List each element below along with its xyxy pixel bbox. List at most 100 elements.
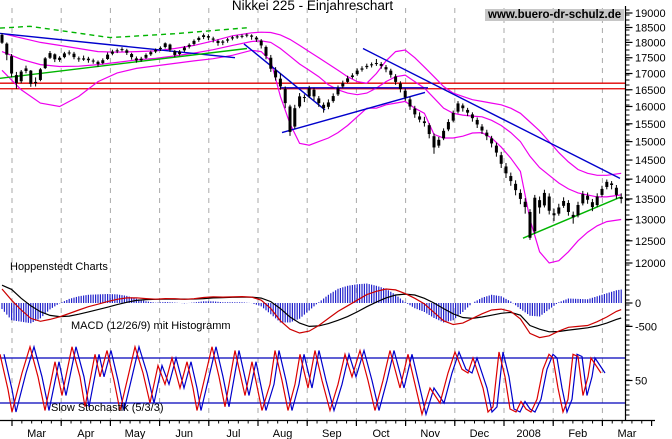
candle-body	[446, 122, 450, 130]
candle-body	[235, 36, 239, 38]
candle-body	[432, 136, 436, 148]
candle-body	[211, 38, 215, 40]
y-axis-tick-label: 18500	[635, 23, 666, 35]
candle-body	[96, 61, 100, 64]
candle-body	[547, 196, 551, 211]
candle-body	[451, 112, 455, 121]
candle-body	[576, 205, 580, 216]
candle-body	[413, 108, 417, 115]
bollinger-lower-band	[1, 49, 622, 264]
candle-body	[91, 60, 95, 62]
candle-body	[250, 35, 254, 37]
candle-body	[182, 47, 186, 51]
candle-body	[254, 37, 258, 40]
month-label: Apr	[77, 428, 94, 439]
candle-body	[19, 71, 23, 82]
y-axis-tick-label: 17000	[635, 69, 666, 81]
candle-body	[226, 39, 230, 41]
candle-body	[523, 201, 527, 208]
stoch-panel-label: Slow Stochastik (5/3/3)	[51, 402, 164, 414]
y-axis-tick-label: 0	[635, 298, 641, 310]
candle-body	[120, 49, 124, 51]
month-label: Feb	[568, 428, 587, 439]
candle-body	[466, 109, 470, 113]
candle-body	[149, 52, 153, 55]
y-axis-tick-label: 12500	[635, 236, 666, 248]
candle-body	[106, 54, 110, 59]
candle-body	[58, 57, 62, 60]
month-label: Dec	[470, 428, 490, 439]
month-label: Aug	[273, 428, 293, 439]
candle-body	[86, 58, 90, 61]
macd-signal-line	[1, 284, 622, 333]
candle-body	[187, 44, 191, 47]
candle-body	[374, 63, 378, 65]
candle-body	[557, 207, 561, 214]
candle-body	[571, 214, 575, 218]
candle-body	[494, 145, 498, 153]
candle-body	[178, 51, 182, 55]
candle-body	[110, 51, 114, 54]
candle-body	[398, 83, 402, 90]
candle-body	[10, 56, 14, 74]
candle-body	[77, 58, 81, 60]
macd-line	[1, 288, 622, 339]
candle-body	[283, 89, 287, 104]
candle-body	[518, 192, 522, 199]
candle-body	[274, 70, 278, 78]
trendline-uptrend-aug-oct	[281, 91, 426, 134]
candle-body	[619, 196, 623, 199]
candle-body	[245, 34, 249, 36]
candle-body	[168, 44, 172, 50]
trendline-downtrend-jul-aug	[243, 43, 326, 111]
candle-body	[0, 34, 4, 43]
candle-body	[461, 105, 465, 109]
candle-body	[456, 103, 460, 112]
candle-body	[475, 119, 479, 125]
month-label: Mar	[27, 428, 46, 439]
candle-body	[326, 102, 330, 107]
month-label: Nov	[420, 428, 440, 439]
y-axis-tick-label: 13500	[635, 194, 666, 206]
candle-body	[38, 69, 42, 80]
candle-body	[67, 52, 71, 54]
month-label: Jun	[175, 428, 193, 439]
candle-body	[62, 53, 66, 58]
candle-body	[24, 68, 28, 71]
candle-body	[125, 50, 129, 53]
candle-body	[418, 116, 422, 120]
candle-body	[278, 78, 282, 87]
candle-body	[216, 40, 220, 44]
candle-body	[312, 89, 316, 97]
candle-body	[408, 99, 412, 107]
candle-body	[5, 43, 9, 55]
candle-body	[542, 192, 546, 206]
trendline-downtrend-feb-jun	[0, 32, 236, 59]
month-label: Jul	[226, 428, 240, 439]
candle-body	[586, 195, 590, 200]
candle-body	[317, 98, 321, 104]
candle-body	[370, 64, 374, 66]
month-label: 2008	[516, 428, 540, 439]
candle-body	[427, 125, 431, 135]
candle-body	[442, 130, 446, 139]
bollinger-upper-band	[1, 31, 622, 176]
candle-body	[437, 139, 441, 146]
trendline-uptrend-jan-mar	[522, 196, 621, 239]
candle-body	[115, 50, 119, 52]
candle-body	[29, 70, 33, 84]
candle-body	[341, 83, 345, 87]
trendline-downtrend-oct-mar	[362, 47, 621, 180]
candle-body	[298, 96, 302, 107]
candle-body	[384, 67, 388, 70]
trendline-channel-top-dashed	[0, 25, 251, 39]
month-label: May	[125, 428, 146, 439]
candle-body	[365, 65, 369, 68]
candle-body	[480, 126, 484, 131]
candle-body	[192, 40, 196, 44]
month-label: Oct	[372, 428, 389, 439]
candle-body	[331, 96, 335, 102]
y-axis-tick-label: 15000	[635, 137, 666, 149]
macd-panel-label: MACD (12/26/9) mit Histogramm	[71, 320, 231, 332]
